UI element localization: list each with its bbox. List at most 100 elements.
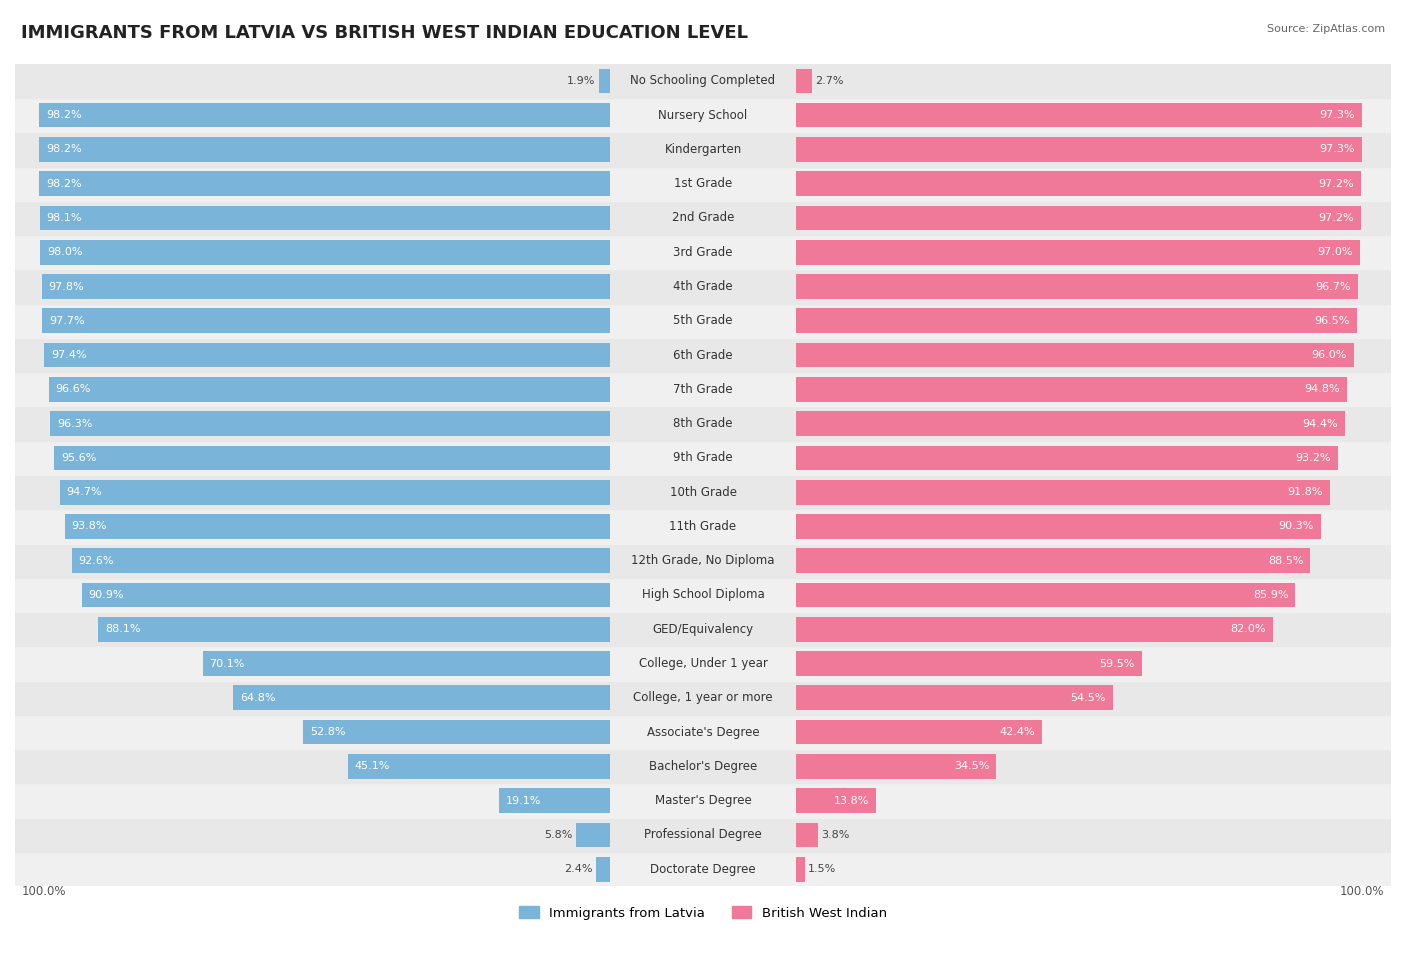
Text: 94.7%: 94.7% — [66, 488, 103, 497]
Bar — [39, 102, 610, 128]
Text: 3.8%: 3.8% — [821, 830, 849, 839]
Bar — [596, 857, 610, 881]
Bar — [15, 544, 1391, 578]
Bar — [576, 823, 610, 847]
Bar — [15, 338, 1391, 372]
Text: 42.4%: 42.4% — [1000, 727, 1035, 737]
Bar — [796, 172, 1361, 196]
Text: Master's Degree: Master's Degree — [655, 794, 751, 807]
Text: 10th Grade: 10th Grade — [669, 486, 737, 498]
Text: 97.0%: 97.0% — [1317, 248, 1353, 257]
Bar — [15, 63, 1391, 98]
Bar — [49, 377, 610, 402]
Text: 85.9%: 85.9% — [1253, 590, 1288, 600]
Text: 100.0%: 100.0% — [22, 885, 66, 898]
Text: 88.5%: 88.5% — [1268, 556, 1303, 566]
Text: 97.3%: 97.3% — [1319, 144, 1354, 154]
Bar — [796, 548, 1310, 573]
Bar — [796, 480, 1330, 504]
Text: 2nd Grade: 2nd Grade — [672, 212, 734, 224]
Text: 95.6%: 95.6% — [62, 453, 97, 463]
Text: High School Diploma: High School Diploma — [641, 589, 765, 602]
Text: Bachelor's Degree: Bachelor's Degree — [650, 760, 756, 773]
Bar — [796, 514, 1320, 539]
Bar — [796, 583, 1295, 607]
Bar — [39, 206, 610, 230]
Text: 97.2%: 97.2% — [1319, 178, 1354, 189]
Bar — [796, 102, 1361, 128]
Bar — [15, 372, 1391, 407]
Text: 34.5%: 34.5% — [955, 761, 990, 771]
Text: 54.5%: 54.5% — [1070, 693, 1107, 703]
Text: 45.1%: 45.1% — [354, 761, 391, 771]
Text: 96.0%: 96.0% — [1312, 350, 1347, 360]
Bar — [15, 201, 1391, 235]
Text: 88.1%: 88.1% — [105, 624, 141, 635]
Bar — [15, 818, 1391, 852]
Text: 1st Grade: 1st Grade — [673, 177, 733, 190]
Text: 1.5%: 1.5% — [808, 864, 837, 875]
Bar — [796, 411, 1344, 436]
Bar — [347, 754, 610, 779]
Text: 59.5%: 59.5% — [1099, 658, 1135, 669]
Bar — [15, 715, 1391, 749]
Bar — [39, 137, 610, 162]
Text: 93.8%: 93.8% — [72, 522, 107, 531]
Text: 11th Grade: 11th Grade — [669, 520, 737, 533]
Text: 97.4%: 97.4% — [51, 350, 86, 360]
Text: 9th Grade: 9th Grade — [673, 451, 733, 464]
Bar — [796, 137, 1361, 162]
Text: 96.6%: 96.6% — [55, 384, 91, 394]
Text: 98.2%: 98.2% — [46, 144, 82, 154]
Bar — [82, 583, 610, 607]
Bar — [796, 377, 1347, 402]
Bar — [304, 720, 610, 745]
Bar — [796, 651, 1142, 676]
Text: Associate's Degree: Associate's Degree — [647, 725, 759, 739]
Bar — [41, 240, 610, 264]
Text: Source: ZipAtlas.com: Source: ZipAtlas.com — [1267, 24, 1385, 34]
Bar — [796, 446, 1337, 470]
Text: 98.1%: 98.1% — [46, 213, 82, 223]
Text: 3rd Grade: 3rd Grade — [673, 246, 733, 258]
Bar — [42, 308, 610, 333]
Bar — [65, 514, 610, 539]
Text: 5th Grade: 5th Grade — [673, 314, 733, 328]
Text: 2.7%: 2.7% — [815, 76, 844, 86]
Text: 96.5%: 96.5% — [1315, 316, 1350, 326]
Bar — [42, 274, 610, 299]
Bar — [15, 407, 1391, 441]
Bar — [51, 411, 610, 436]
Text: Kindergarten: Kindergarten — [665, 143, 741, 156]
Bar — [796, 720, 1042, 745]
Text: 4th Grade: 4th Grade — [673, 280, 733, 293]
Bar — [55, 446, 610, 470]
Text: 98.0%: 98.0% — [48, 248, 83, 257]
Bar — [796, 617, 1272, 642]
Bar — [15, 578, 1391, 612]
Text: 91.8%: 91.8% — [1286, 488, 1323, 497]
Bar — [796, 240, 1360, 264]
Text: 90.3%: 90.3% — [1278, 522, 1315, 531]
Text: GED/Equivalency: GED/Equivalency — [652, 623, 754, 636]
Text: 64.8%: 64.8% — [240, 693, 276, 703]
Text: 7th Grade: 7th Grade — [673, 383, 733, 396]
Bar — [44, 343, 610, 368]
Text: IMMIGRANTS FROM LATVIA VS BRITISH WEST INDIAN EDUCATION LEVEL: IMMIGRANTS FROM LATVIA VS BRITISH WEST I… — [21, 24, 748, 42]
Bar — [98, 617, 610, 642]
Text: 93.2%: 93.2% — [1295, 453, 1331, 463]
Text: 97.8%: 97.8% — [48, 282, 84, 292]
Text: 97.7%: 97.7% — [49, 316, 84, 326]
Bar — [15, 784, 1391, 818]
Bar — [233, 685, 610, 710]
Bar — [796, 857, 804, 881]
Bar — [15, 303, 1391, 338]
Bar — [15, 235, 1391, 269]
Bar — [15, 612, 1391, 646]
Text: College, Under 1 year: College, Under 1 year — [638, 657, 768, 670]
Bar — [796, 343, 1354, 368]
Bar — [796, 685, 1112, 710]
Bar — [15, 509, 1391, 544]
Bar — [796, 754, 997, 779]
Text: 5.8%: 5.8% — [544, 830, 574, 839]
